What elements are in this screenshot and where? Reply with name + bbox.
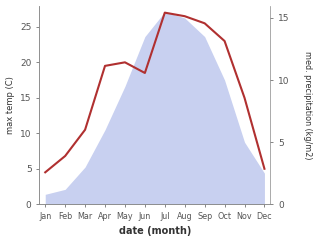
Y-axis label: max temp (C): max temp (C) (5, 76, 15, 134)
Y-axis label: med. precipitation (kg/m2): med. precipitation (kg/m2) (303, 51, 313, 159)
X-axis label: date (month): date (month) (119, 227, 191, 236)
